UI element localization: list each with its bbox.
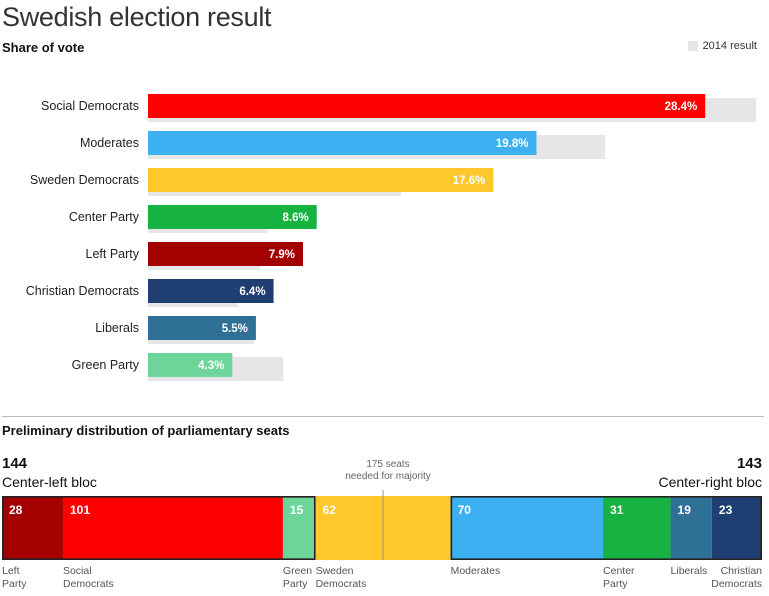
seat-segment-social-democrats [62,496,283,560]
seat-distribution-chart: 28 Left Party 101 Social Democrats 15 Green Part… [1,490,763,590]
seat-count-sweden-democrats: 62 [323,503,337,517]
bar-2018-green-party [148,353,233,377]
category-label-moderates: Moderates [80,136,139,150]
seat-segment-moderates [450,496,604,560]
bar-2018-social-democrats [148,94,706,118]
seat-party-label-christian-democrats: Christian Democrats [711,565,762,590]
value-label-green-party: 4.3% [198,360,224,372]
seat-segment-left-party [2,496,63,560]
majority-label: 175 seats needed for majority [345,459,431,482]
seat-count-center-party: 31 [610,503,624,517]
left-bloc-name: Center-left bloc [2,474,97,490]
left-bloc-seat-total: 144 [2,455,28,472]
legend-swatch-2014 [687,41,698,51]
seat-party-label-liberals: Liberals [671,565,708,577]
bar-2018-moderates [148,131,537,155]
category-label-center-party: Center Party [69,210,140,224]
category-label-liberals: Liberals [95,321,139,335]
bar-2018-left-party [148,242,303,266]
seat-party-label-left-party: Left Party [2,565,27,590]
vote-share-bar-chart: Social Democrats 28.4% Moderates 19.8% Swede… [26,94,757,381]
value-label-social-democrats: 28.4% [665,101,698,113]
bar-2018-center-party [148,205,317,229]
seat-count-left-party: 28 [9,503,23,517]
seats-chart-title: Preliminary distribution of parliamentar… [2,423,290,438]
seat-party-label-moderates: Moderates [451,565,501,577]
value-label-liberals: 5.5% [222,323,248,335]
seat-count-moderates: 70 [458,503,472,517]
seat-party-label-green-party: Green Party [283,565,312,590]
seat-segment-center-party [603,496,671,560]
value-label-left-party: 7.9% [269,249,295,261]
seat-segment-christian-democrats [711,496,762,560]
section-divider [2,416,764,417]
seat-count-social-democrats: 101 [70,503,90,517]
value-label-christian-democrats: 6.4% [239,286,265,298]
bar-2018-liberals [148,316,256,340]
chart-subtitle: Share of vote [2,40,85,55]
category-label-left-party: Left Party [86,247,140,261]
seat-count-green-party: 15 [290,503,304,517]
chart-title: Swedish election result [2,2,272,32]
category-label-christian-democrats: Christian Democrats [26,284,139,298]
value-label-center-party: 8.6% [283,212,309,224]
seat-segment-green-party [282,496,316,560]
legend-label-2014: 2014 result [702,40,757,52]
bar-2018-christian-democrats [148,279,274,303]
value-label-moderates: 19.8% [496,138,529,150]
right-bloc-name: Center-right bloc [658,474,763,490]
category-label-social-democrats: Social Democrats [41,99,139,113]
seat-party-label-center-party: Center Party [603,565,635,590]
right-bloc-seat-total: 143 [736,455,762,472]
value-label-sweden-democrats: 17.6% [453,175,486,187]
category-label-sweden-democrats: Sweden Democrats [30,173,139,187]
seat-party-label-social-democrats: Social Democrats [63,565,114,590]
seat-party-label-sweden-democrats: Sweden Democrats [316,565,367,590]
category-label-green-party: Green Party [72,358,140,372]
bar-2018-sweden-democrats [148,168,494,192]
seat-segment-liberals [670,496,712,560]
seat-count-christian-democrats: 23 [719,503,733,517]
legend: 2014 result [687,40,757,52]
right-bloc-outline [450,496,763,561]
left-bloc-outline [1,496,316,561]
seat-count-liberals: 19 [678,503,692,517]
